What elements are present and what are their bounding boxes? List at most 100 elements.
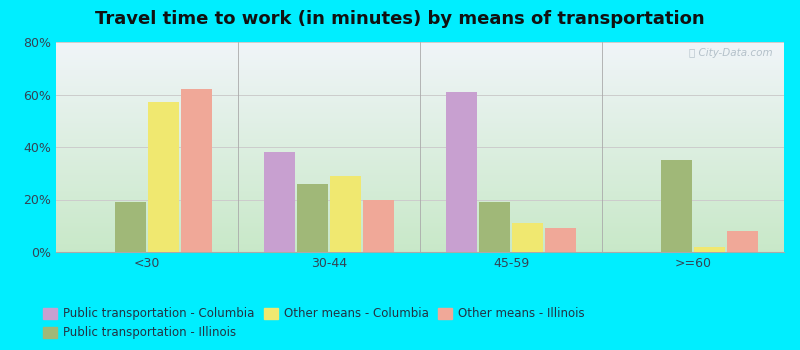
Bar: [56, 225, 784, 226]
Bar: [56, 110, 784, 111]
Bar: [56, 250, 784, 251]
Bar: [56, 124, 784, 125]
Bar: [56, 58, 784, 59]
Bar: [56, 166, 784, 167]
Bar: [56, 251, 784, 252]
Bar: [56, 57, 784, 58]
Bar: [56, 45, 784, 46]
Bar: [56, 148, 784, 149]
Bar: [297, 184, 328, 252]
Bar: [56, 111, 784, 112]
Bar: [726, 231, 758, 252]
Bar: [56, 247, 784, 248]
Bar: [56, 141, 784, 142]
Bar: [56, 80, 784, 81]
Bar: [56, 51, 784, 52]
Bar: [56, 169, 784, 170]
Bar: [56, 249, 784, 250]
Bar: [56, 87, 784, 88]
Bar: [56, 81, 784, 82]
Bar: [56, 84, 784, 85]
Bar: [115, 202, 146, 252]
Bar: [56, 119, 784, 120]
Bar: [56, 162, 784, 163]
Bar: [56, 246, 784, 247]
Bar: [56, 185, 784, 186]
Bar: [56, 236, 784, 237]
Bar: [56, 60, 784, 61]
Bar: [56, 117, 784, 118]
Bar: [56, 219, 784, 220]
Bar: [56, 130, 784, 131]
Bar: [56, 106, 784, 107]
Bar: [56, 151, 784, 152]
Bar: [56, 183, 784, 184]
Bar: [56, 139, 784, 140]
Bar: [56, 68, 784, 69]
Bar: [56, 131, 784, 132]
Bar: [264, 152, 295, 252]
Bar: [56, 234, 784, 235]
Bar: [56, 245, 784, 246]
Bar: [56, 233, 784, 234]
Bar: [56, 76, 784, 77]
Bar: [56, 146, 784, 147]
Bar: [56, 154, 784, 155]
Bar: [56, 65, 784, 66]
Bar: [56, 121, 784, 122]
Bar: [56, 120, 784, 121]
Bar: [56, 54, 784, 55]
Text: Travel time to work (in minutes) by means of transportation: Travel time to work (in minutes) by mean…: [95, 10, 705, 28]
Bar: [56, 188, 784, 189]
Bar: [56, 118, 784, 119]
Bar: [56, 181, 784, 182]
Bar: [56, 75, 784, 76]
Bar: [56, 91, 784, 92]
Bar: [56, 244, 784, 245]
Bar: [56, 98, 784, 99]
Bar: [56, 129, 784, 130]
Bar: [56, 210, 784, 211]
Bar: [56, 195, 784, 196]
Bar: [56, 204, 784, 205]
Bar: [56, 82, 784, 83]
Bar: [56, 102, 784, 103]
Bar: [56, 213, 784, 214]
Bar: [56, 113, 784, 114]
Bar: [56, 229, 784, 230]
Bar: [56, 228, 784, 229]
Bar: [56, 220, 784, 222]
Bar: [56, 133, 784, 134]
Bar: [56, 186, 784, 187]
Bar: [56, 105, 784, 106]
Bar: [56, 227, 784, 228]
Bar: [56, 218, 784, 219]
Bar: [56, 216, 784, 217]
Bar: [56, 160, 784, 161]
Bar: [56, 126, 784, 127]
Bar: [56, 207, 784, 208]
Bar: [56, 209, 784, 210]
Bar: [56, 152, 784, 153]
Bar: [56, 69, 784, 70]
Bar: [56, 112, 784, 113]
Bar: [56, 198, 784, 200]
Bar: [56, 194, 784, 195]
Bar: [56, 104, 784, 105]
Bar: [56, 128, 784, 129]
Bar: [56, 182, 784, 183]
Bar: [512, 223, 543, 252]
Bar: [56, 202, 784, 203]
Bar: [56, 134, 784, 135]
Bar: [56, 191, 784, 192]
Bar: [56, 114, 784, 116]
Bar: [56, 50, 784, 51]
Bar: [56, 226, 784, 227]
Bar: [56, 123, 784, 124]
Bar: [56, 125, 784, 126]
Bar: [56, 224, 784, 225]
Bar: [56, 88, 784, 89]
Bar: [56, 61, 784, 62]
Bar: [56, 212, 784, 213]
Bar: [56, 46, 784, 47]
